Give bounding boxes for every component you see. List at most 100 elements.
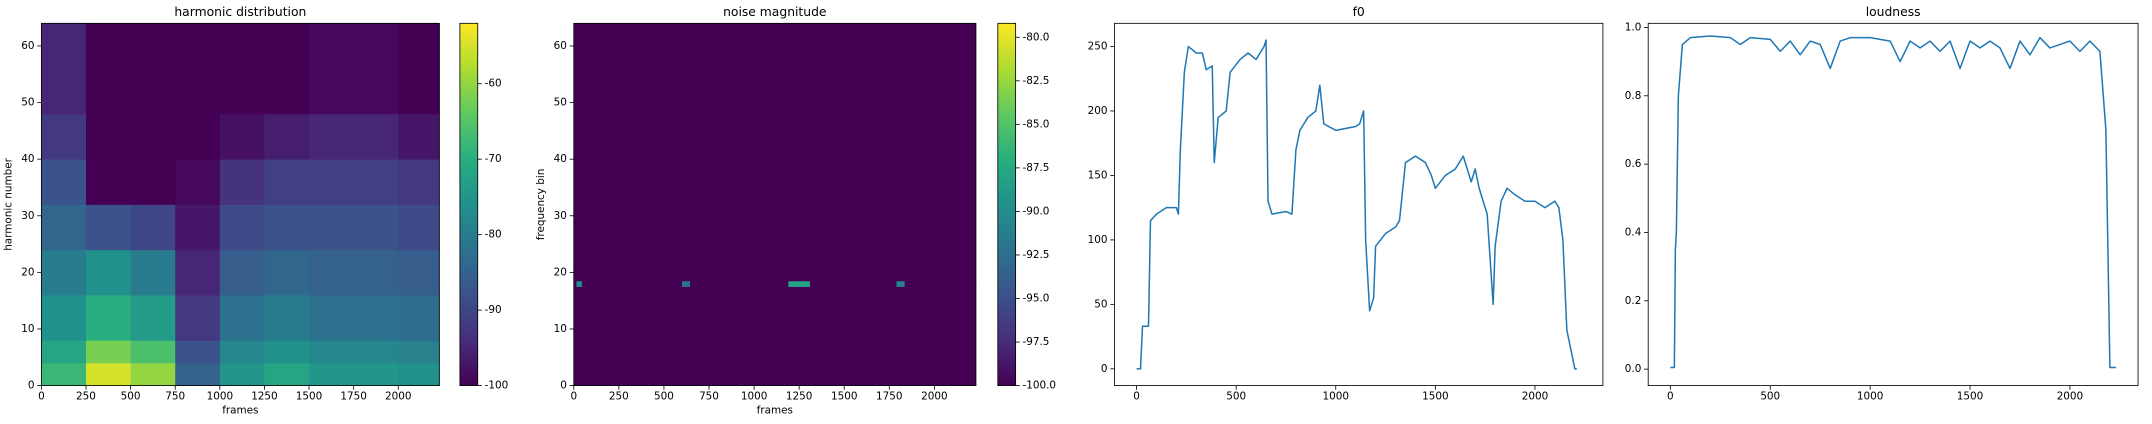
x-tick-label: 1250 bbox=[786, 391, 812, 403]
y-tick-label: 10 bbox=[554, 323, 567, 335]
axes-frame bbox=[1114, 22, 1604, 386]
heatmap-cell bbox=[175, 113, 221, 160]
heatmap-cell bbox=[681, 23, 691, 282]
colorbar-tick-label: -100.0 bbox=[1022, 380, 1056, 392]
heatmap-cell bbox=[41, 204, 87, 251]
heatmap-cell bbox=[681, 286, 691, 386]
colorbar-tick-label: -82.5 bbox=[1022, 75, 1049, 87]
heatmap-cell bbox=[41, 295, 87, 341]
axes-frame bbox=[1647, 22, 2139, 386]
x-tick-label: 1000 bbox=[741, 391, 767, 403]
heatmap-cell bbox=[309, 159, 355, 205]
y-tick-label: 1.0 bbox=[1625, 21, 1642, 33]
heatmap-cell bbox=[85, 362, 132, 386]
heatmap-cell bbox=[809, 286, 897, 386]
y-tick-label: 200 bbox=[1088, 105, 1108, 117]
colorbar-tick-label: -70 bbox=[485, 153, 502, 165]
heatmap-cell bbox=[581, 286, 683, 386]
y-axis-label: frequency bin bbox=[535, 169, 547, 241]
heatmap-cell bbox=[264, 204, 310, 251]
colorbar-tick-label: -92.5 bbox=[1022, 249, 1049, 261]
x-tick-label: 500 bbox=[1226, 391, 1246, 403]
y-tick-label: 0.8 bbox=[1625, 90, 1642, 102]
heatmap-cell bbox=[309, 113, 355, 160]
heatmap-cell bbox=[130, 249, 176, 296]
heatmap-cell bbox=[576, 23, 583, 282]
y-tick-label: 0.0 bbox=[1625, 363, 1642, 375]
x-tick-label: 750 bbox=[165, 391, 185, 403]
colorbar-tick-label: -97.5 bbox=[1022, 336, 1049, 348]
heatmap-cell bbox=[904, 286, 977, 386]
x-tick-label: 1500 bbox=[1422, 391, 1448, 403]
y-tick-label: 60 bbox=[21, 40, 34, 52]
heatmap-cell bbox=[219, 340, 265, 364]
y-tick-label: 20 bbox=[21, 266, 34, 278]
x-axis-label: frames bbox=[757, 404, 793, 416]
y-tick-label: 150 bbox=[1088, 169, 1108, 181]
heatmap-cell bbox=[353, 249, 399, 296]
axes-frame bbox=[40, 22, 440, 386]
y-tick-label: 60 bbox=[554, 40, 567, 52]
line-series bbox=[1670, 35, 2116, 369]
colorbar-tick-label: -95.0 bbox=[1022, 292, 1049, 304]
y-tick-label: 30 bbox=[21, 210, 34, 222]
heatmap-cell bbox=[398, 249, 440, 296]
heatmap-cell bbox=[896, 286, 906, 386]
heatmap-cell bbox=[398, 113, 440, 160]
heatmap-cell bbox=[809, 23, 897, 282]
heatmap-cell bbox=[85, 340, 132, 364]
y-tick-label: 0 bbox=[1101, 363, 1108, 375]
y-tick-label: 50 bbox=[554, 97, 567, 109]
heatmap-cell bbox=[353, 204, 399, 251]
heatmap-cell bbox=[85, 249, 132, 296]
heatmap-cell bbox=[398, 23, 440, 115]
heatmap-cell bbox=[219, 295, 265, 341]
heatmap-cell bbox=[690, 286, 789, 386]
x-tick-label: 500 bbox=[121, 391, 141, 403]
heatmap-cell bbox=[130, 204, 176, 251]
heatmap-cell bbox=[130, 23, 176, 115]
heatmap-cell bbox=[264, 23, 310, 115]
heatmap-cell bbox=[398, 362, 440, 386]
colorbar-tick-label: -80 bbox=[485, 229, 502, 241]
x-tick-label: 2000 bbox=[1522, 391, 1548, 403]
heatmap-cell bbox=[309, 249, 355, 296]
heatmap-cell bbox=[130, 159, 176, 205]
heatmap-cell bbox=[175, 249, 221, 296]
heatmap-cell bbox=[398, 340, 440, 364]
heatmap-cell bbox=[264, 295, 310, 341]
x-tick-label: 2000 bbox=[385, 391, 411, 403]
heatmap-cell bbox=[85, 113, 132, 160]
axes-title: noise magnitude bbox=[723, 5, 826, 19]
x-tick-label: 250 bbox=[609, 391, 629, 403]
heatmap-cell bbox=[175, 340, 221, 364]
line-series bbox=[1136, 39, 1577, 370]
heatmap-cell bbox=[690, 23, 789, 282]
x-tick-label: 750 bbox=[699, 391, 719, 403]
heatmap-cell bbox=[353, 362, 399, 386]
colorbar-tick-label: -87.5 bbox=[1022, 162, 1049, 174]
heatmap-cell bbox=[264, 362, 310, 386]
x-tick-label: 1000 bbox=[1857, 391, 1883, 403]
heatmap-cell bbox=[219, 113, 265, 160]
heatmap-cell bbox=[353, 340, 399, 364]
heatmap-cell bbox=[219, 204, 265, 251]
heatmap-cell bbox=[41, 159, 87, 205]
x-tick-label: 0 bbox=[1667, 391, 1674, 403]
heatmap-cell bbox=[175, 295, 221, 341]
y-tick-label: 0.6 bbox=[1625, 158, 1642, 170]
heatmap-cell bbox=[576, 286, 583, 386]
heatmap-cell bbox=[219, 159, 265, 205]
heatmap-cell bbox=[353, 159, 399, 205]
heatmap-cell bbox=[904, 23, 977, 282]
heatmap-cell bbox=[85, 159, 132, 205]
heatmap-cell bbox=[581, 280, 683, 287]
heatmap-cell bbox=[398, 295, 440, 341]
heatmap-cell bbox=[41, 249, 87, 296]
x-tick-label: 1500 bbox=[296, 391, 322, 403]
heatmap-cell bbox=[690, 280, 789, 287]
heatmap-cell bbox=[130, 362, 176, 386]
heatmap-cell bbox=[398, 159, 440, 205]
axes-frame bbox=[573, 22, 977, 386]
heatmap-cell bbox=[896, 280, 906, 287]
